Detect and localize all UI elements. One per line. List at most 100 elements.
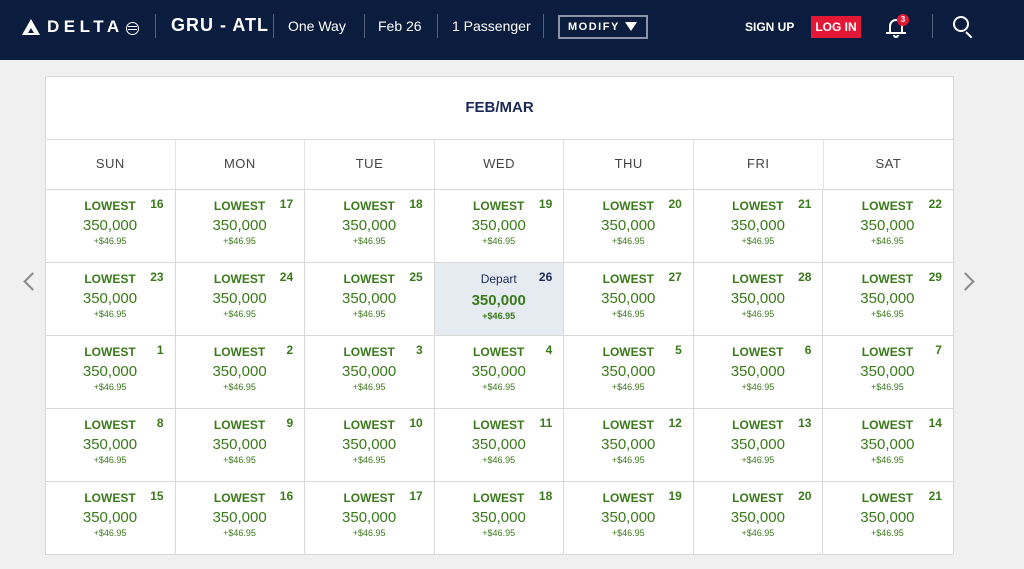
fare-fee: +$46.95 xyxy=(611,382,645,392)
fare-label: LOWEST xyxy=(861,418,914,432)
day-cell[interactable]: LOWEST 14 350,000 +$46.95 xyxy=(823,409,953,482)
fare-label: LOWEST xyxy=(213,345,266,359)
day-cell[interactable]: LOWEST 18 350,000 +$46.95 xyxy=(305,190,435,263)
fare-label: LOWEST xyxy=(473,418,525,432)
day-cell[interactable]: LOWEST 6 350,000 +$46.95 xyxy=(693,336,824,409)
day-grid: LOWEST 16 350,000 +$46.95 LOWEST 17 350,000 +$4… xyxy=(46,190,953,555)
delta-logo[interactable]: DELTA xyxy=(22,17,139,37)
passenger-count: 1 Passenger xyxy=(452,18,531,34)
fare-fee: +$46.95 xyxy=(611,455,645,465)
day-number: 23 xyxy=(150,270,164,284)
fare-price: 350,000 xyxy=(601,290,656,307)
day-cell[interactable]: LOWEST 21 350,000 +$46.95 xyxy=(693,190,824,263)
fare-price: 350,000 xyxy=(212,363,267,380)
day-cell[interactable]: LOWEST 9 350,000 +$46.95 xyxy=(175,409,306,482)
fare-fee: +$46.95 xyxy=(871,528,904,538)
day-cell[interactable]: LOWEST 23 350,000 +$46.95 xyxy=(46,263,176,336)
fare-fee: +$46.95 xyxy=(611,236,645,246)
fare-label: LOWEST xyxy=(861,199,914,213)
day-cell[interactable]: LOWEST 27 350,000 +$46.95 xyxy=(564,263,694,336)
day-cell[interactable]: LOWEST 25 350,000 +$46.95 xyxy=(305,263,435,336)
day-number: 4 xyxy=(545,343,553,357)
day-cell[interactable]: LOWEST 19 350,000 +$46.95 xyxy=(564,482,694,555)
log-in-button[interactable]: LOG IN xyxy=(811,16,861,38)
day-cell[interactable]: LOWEST 21 350,000 +$46.95 xyxy=(823,482,953,555)
day-cell[interactable]: LOWEST 29 350,000 +$46.95 xyxy=(823,263,953,336)
day-cell[interactable]: LOWEST 12 350,000 +$46.95 xyxy=(564,409,694,482)
day-cell[interactable]: LOWEST 8 350,000 +$46.95 xyxy=(46,409,176,482)
fare-fee: +$46.95 xyxy=(741,528,775,538)
day-cell[interactable]: LOWEST 13 350,000 +$46.95 xyxy=(693,409,824,482)
fare-price: 350,000 xyxy=(342,509,397,526)
fare-label: LOWEST xyxy=(343,491,395,505)
fare-price: 350,000 xyxy=(860,217,915,234)
fare-fee: +$46.95 xyxy=(482,236,516,246)
day-cell[interactable]: LOWEST 16 350,000 +$46.95 xyxy=(176,482,306,555)
day-cell[interactable]: LOWEST 20 350,000 +$46.95 xyxy=(694,482,824,555)
fare-fee: +$46.95 xyxy=(352,455,386,465)
day-number: 11 xyxy=(539,416,553,430)
fare-fee: +$46.95 xyxy=(223,455,256,465)
next-week-arrow[interactable] xyxy=(961,270,975,292)
day-cell[interactable]: LOWEST 2 350,000 +$46.95 xyxy=(175,336,306,409)
fare-fee: +$46.95 xyxy=(871,309,904,319)
fare-price: 350,000 xyxy=(212,217,267,234)
fare-label: LOWEST xyxy=(602,418,654,432)
day-cell[interactable]: LOWEST 18 350,000 +$46.95 xyxy=(435,482,565,555)
weekday-label: SAT xyxy=(875,156,902,171)
search-icon xyxy=(953,16,969,32)
weekday-label: WED xyxy=(435,140,565,189)
day-number: 24 xyxy=(279,270,294,284)
day-cell[interactable]: LOWEST 17 350,000 +$46.95 xyxy=(175,190,306,263)
fare-label: LOWEST xyxy=(732,491,784,505)
fare-price: 350,000 xyxy=(860,290,915,307)
day-number: 14 xyxy=(928,416,942,430)
fare-label: LOWEST xyxy=(861,491,914,505)
day-number: 6 xyxy=(804,343,812,357)
fare-label: LOWEST xyxy=(473,345,525,359)
search-button[interactable] xyxy=(953,16,975,39)
day-number: 16 xyxy=(279,489,294,503)
fare-price: 350,000 xyxy=(82,290,138,307)
day-cell[interactable]: LOWEST 10 350,000 +$46.95 xyxy=(305,409,435,482)
day-number: 1 xyxy=(156,343,164,357)
day-number: 18 xyxy=(538,489,553,503)
previous-week-arrow[interactable] xyxy=(22,270,36,292)
day-cell[interactable]: LOWEST 16 350,000 +$46.95 xyxy=(46,190,176,263)
day-cell[interactable]: LOWEST 15 350,000 +$46.95 xyxy=(46,482,176,555)
day-cell[interactable]: LOWEST 3 350,000 +$46.95 xyxy=(305,336,435,409)
day-number: 27 xyxy=(668,270,682,284)
fare-fee: +$46.95 xyxy=(352,236,386,246)
day-cell[interactable]: LOWEST 24 350,000 +$46.95 xyxy=(175,263,306,336)
day-cell[interactable]: LOWEST 20 350,000 +$46.95 xyxy=(564,190,694,263)
day-cell[interactable]: LOWEST 28 350,000 +$46.95 xyxy=(693,263,824,336)
fare-label: LOWEST xyxy=(473,199,525,213)
fare-fee: +$46.95 xyxy=(741,382,775,392)
day-cell[interactable]: LOWEST 1 350,000 +$46.95 xyxy=(46,336,176,409)
day-cell[interactable]: LOWEST 11 350,000 +$46.95 xyxy=(434,409,565,482)
modify-button[interactable]: MODIFY xyxy=(558,15,648,39)
day-cell[interactable]: LOWEST 4 350,000 +$46.95 xyxy=(434,336,565,409)
day-cell[interactable]: LOWEST 7 350,000 +$46.95 xyxy=(823,336,953,409)
notification-badge: 3 xyxy=(897,14,909,26)
fare-fee: +$46.95 xyxy=(223,236,256,246)
fare-label: LOWEST xyxy=(213,491,266,505)
fare-price: 350,000 xyxy=(471,509,526,526)
sign-up-link[interactable]: SIGN UP xyxy=(745,20,795,34)
day-number: 8 xyxy=(156,416,164,430)
day-cell[interactable]: LOWEST 19 350,000 +$46.95 xyxy=(434,190,565,263)
fare-fee: +$46.95 xyxy=(482,382,516,392)
day-number: 28 xyxy=(798,270,812,284)
day-cell[interactable]: LOWEST 22 350,000 +$46.95 xyxy=(823,190,953,263)
day-number: 21 xyxy=(928,489,942,503)
day-number: 25 xyxy=(409,270,423,284)
day-cell[interactable]: LOWEST 17 350,000 +$46.95 xyxy=(305,482,435,555)
day-cell-selected[interactable]: Depart 26 350,000 +$46.95 xyxy=(434,263,565,336)
notifications-button[interactable]: 3 xyxy=(886,14,909,40)
fare-label: LOWEST xyxy=(213,272,266,286)
month-title: FEB/MAR xyxy=(465,99,534,116)
fare-price: 350,000 xyxy=(471,292,526,309)
caret-down-icon xyxy=(625,22,637,31)
day-cell[interactable]: LOWEST 5 350,000 +$46.95 xyxy=(564,336,694,409)
divider xyxy=(364,14,365,38)
